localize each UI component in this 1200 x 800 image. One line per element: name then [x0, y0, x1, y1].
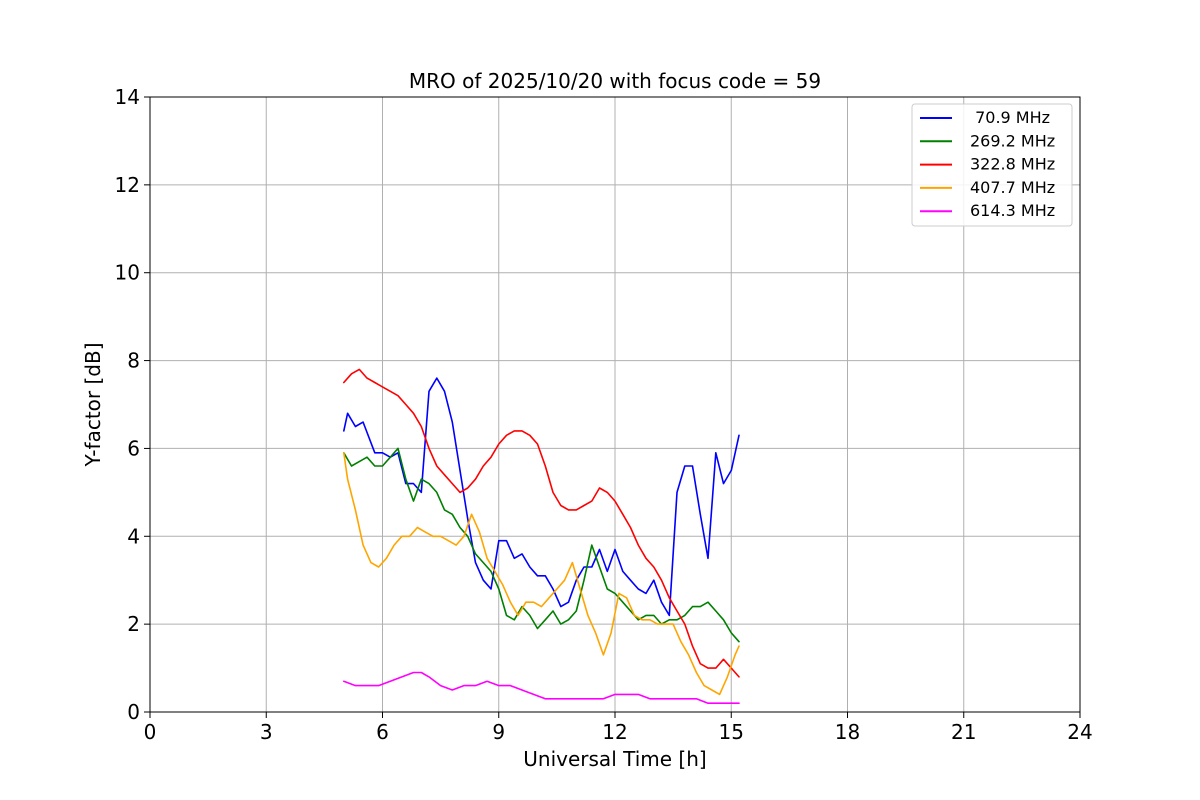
x-tick-label: 9 — [492, 720, 505, 744]
x-tick-label: 15 — [719, 720, 744, 744]
x-tick-label: 24 — [1067, 720, 1092, 744]
chart-title: MRO of 2025/10/20 with focus code = 59 — [409, 69, 821, 93]
y-tick-label: 4 — [127, 524, 140, 548]
y-tick-label: 8 — [127, 349, 140, 373]
legend-label: 70.9 MHz — [970, 108, 1050, 127]
x-tick-label: 18 — [835, 720, 860, 744]
series-line-4 — [342, 451, 740, 696]
x-tick-label: 6 — [376, 720, 389, 744]
legend-label: 269.2 MHz — [970, 131, 1055, 150]
y-tick-label: 14 — [115, 85, 140, 109]
series-line-2 — [342, 447, 740, 643]
legend-box — [911, 103, 1073, 227]
series-line-1 — [342, 377, 740, 617]
legend: 70.9 MHz 269.2 MHz 322.8 MHz 407.7 MHz 614.3… — [911, 103, 1073, 227]
legend-label: 407.7 MHz — [970, 178, 1055, 197]
x-tick-label: 12 — [602, 720, 627, 744]
legend-label: 614.3 MHz — [970, 201, 1055, 220]
legend-label: 322.8 MHz — [970, 155, 1055, 174]
y-tick-label: 12 — [115, 173, 140, 197]
x-axis-label: Universal Time [h] — [523, 747, 706, 771]
series-line-3 — [342, 368, 740, 678]
x-tick-label: 21 — [951, 720, 976, 744]
y-tick-label: 2 — [127, 612, 140, 636]
series-layer — [342, 368, 740, 705]
y-tick-label: 0 — [127, 700, 140, 724]
series-line-5 — [342, 671, 740, 705]
y-tick-label: 6 — [127, 436, 140, 460]
x-tick-label: 3 — [260, 720, 273, 744]
x-tick-label: 0 — [144, 720, 157, 744]
y-axis-label: Y-factor [dB] — [81, 342, 105, 467]
y-tick-label: 10 — [115, 261, 140, 285]
